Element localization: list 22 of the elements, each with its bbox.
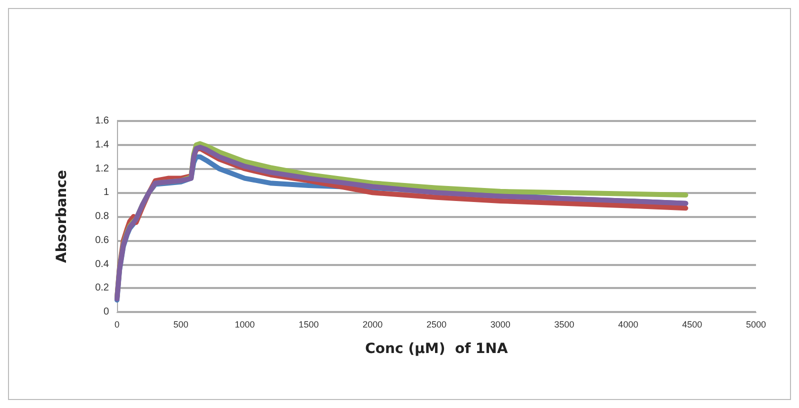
y-tick-label: 0	[103, 306, 110, 318]
y-tick-label: 1.2	[95, 163, 110, 174]
x-tick-label: 0	[114, 320, 120, 330]
x-tick-label: 3000	[490, 320, 510, 330]
x-tick-label: 3500	[554, 320, 574, 330]
x-tick-label: 1500	[298, 320, 319, 330]
y-tick-label: 0.8	[95, 211, 110, 222]
y-axis-title: Absorbance	[54, 170, 70, 263]
y-tick-label: 1	[103, 187, 110, 198]
x-tick-label: 5000	[746, 320, 766, 330]
x-tick-label: 1000	[234, 320, 255, 330]
x-axis-title: Conc (µM) of 1NA	[365, 341, 508, 357]
y-tick-label: 0.6	[95, 234, 110, 246]
y-tick-label: 0.4	[95, 258, 110, 270]
y-tick-label: 0.2	[95, 282, 110, 294]
x-tick-label: 2500	[426, 320, 447, 330]
x-tick-label: 4500	[682, 320, 702, 330]
x-tick-label: 2000	[362, 320, 383, 330]
y-tick-label: 1.6	[95, 116, 110, 126]
x-tick-label: 500	[173, 320, 188, 330]
y-tick-label: 1.4	[95, 139, 110, 150]
x-tick-label: 4000	[618, 320, 638, 330]
